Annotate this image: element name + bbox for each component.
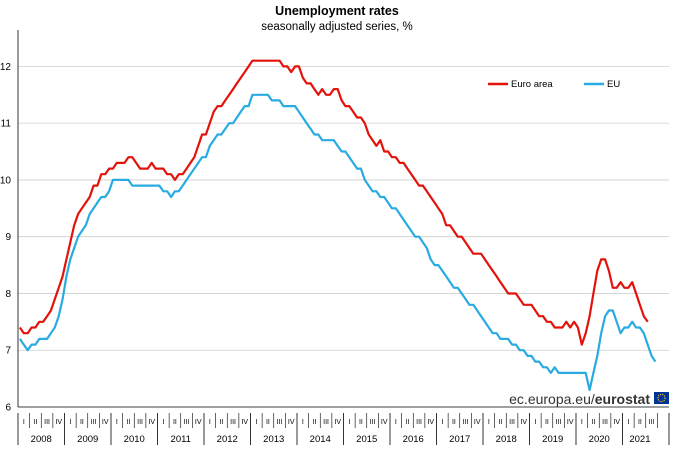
x-tick-quarter: II [80,419,84,426]
x-tick-year: 2016 [403,434,424,445]
x-tick-quarter: IV [334,419,341,426]
x-tick-quarter: IV [195,419,202,426]
x-tick-quarter: II [219,419,223,426]
x-tick-quarter: II [33,419,37,426]
x-tick-quarter: II [126,419,130,426]
x-tick-quarter: II [312,419,316,426]
axes [17,30,669,408]
y-tick-label: 7 [5,346,11,357]
eurostat-credit: ec.europa.eu/eurostat [509,391,669,407]
x-tick-quarter: IV [613,419,620,426]
x-tick-quarter: IV [148,419,155,426]
x-tick-year: 2014 [310,434,331,445]
legend-label-euro-area: Euro area [511,79,553,90]
x-tick-quarter: II [452,419,456,426]
credit-brand: eurostat [595,391,651,407]
x-tick-quarter: III [649,419,655,426]
eu-flag-icon [654,392,669,404]
credit-prefix: ec.europa.eu/ [509,391,595,407]
series-line-eu [18,93,657,392]
x-tick-quarter: IV [102,419,109,426]
x-tick-quarter: I [441,419,443,426]
x-tick-quarter: II [173,419,177,426]
x-tick-year: 2021 [629,434,650,445]
y-tick-label: 12 [0,62,11,73]
x-tick-quarter: II [638,419,642,426]
x-tick-quarter: III [463,419,469,426]
x-tick-quarter: I [23,419,25,426]
gridlines [18,65,669,351]
y-tick-label: 11 [1,119,12,130]
x-tick-quarter: II [591,419,595,426]
x-tick-year: 2008 [31,434,52,445]
x-tick-quarter: II [498,419,502,426]
x-tick-year: 2018 [496,434,517,445]
x-tick-quarter: III [323,419,329,426]
x-tick-quarter: III [370,419,376,426]
y-tick-label: 9 [5,232,11,243]
x-tick-quarter: II [266,419,270,426]
x-tick-year: 2012 [217,434,238,445]
x-tick-quarter: II [545,419,549,426]
x-tick-quarter: I [69,419,71,426]
x-tick-quarter: III [277,419,283,426]
x-tick-quarter: III [44,419,50,426]
x-tick-year: 2013 [263,434,284,445]
x-tick-quarter: III [91,419,97,426]
y-tick-label: 6 [5,403,11,414]
x-tick-year: 2015 [356,434,377,445]
x-tick-quarter: I [116,419,118,426]
x-tick-quarter: III [556,419,562,426]
x-tick-quarter: I [255,419,257,426]
series-lines [18,59,657,392]
chart-subtitle: seasonally adjusted series, % [261,21,413,33]
x-tick-quarter: IV [520,419,527,426]
x-tick-year: 2019 [542,434,563,445]
x-tick-quarter: IV [241,419,248,426]
y-tick-label: 10 [0,175,11,186]
x-tick-quarter: I [488,419,490,426]
x-tick-quarter: I [348,419,350,426]
x-tick-quarter: III [602,419,608,426]
x-tick-quarter: III [509,419,515,426]
x-tick-quarter: I [581,419,583,426]
x-tick-quarter: I [627,419,629,426]
x-tick-year: 2017 [449,434,470,445]
credit-text: ec.europa.eu/eurostat [509,391,650,407]
x-tick-quarter: IV [288,419,295,426]
x-tick-year: 2011 [171,434,191,445]
x-tick-quarter: II [359,419,363,426]
x-tick-year: 2020 [589,434,610,445]
x-tick-quarter: IV [474,419,481,426]
x-tick-quarter: I [534,419,536,426]
legend-label-eu: EU [607,79,620,90]
x-tick-quarter: I [302,419,304,426]
x-tick-quarter: I [395,419,397,426]
x-tick-quarter: I [209,419,211,426]
x-tick-quarter: III [137,419,143,426]
x-tick-quarter: IV [567,419,574,426]
y-tick-label: 8 [5,289,11,300]
x-tick-quarter: II [405,419,409,426]
x-tick-year: 2009 [77,434,98,445]
x-tick-quarter: III [416,419,422,426]
x-tick-quarter: IV [427,419,434,426]
x-tick-quarter: IV [55,419,62,426]
y-axis-ticks: 6 7 8 9 10 11 12 [0,62,11,414]
x-tick-quarter: III [184,419,190,426]
x-tick-quarter: I [162,419,164,426]
x-tick-year: 2010 [124,434,145,445]
chart-title: Unemployment rates [275,4,399,18]
legend: Euro area EU [488,79,620,90]
series-line-euro-area [18,59,649,346]
x-tick-quarter: III [230,419,236,426]
x-tick-quarter: IV [381,419,388,426]
